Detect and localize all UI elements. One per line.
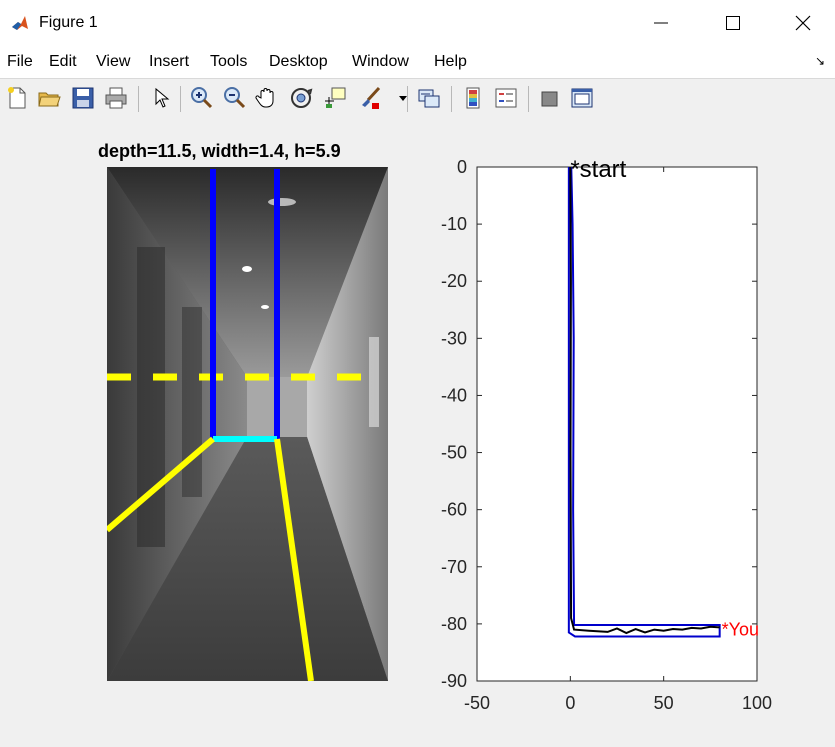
menu-file[interactable]: File (7, 53, 33, 70)
toolbar-separator (138, 86, 139, 112)
brush-icon (362, 86, 381, 109)
menu-desktop[interactable]: Desktop (269, 53, 328, 70)
hide-plot-tools-button[interactable] (537, 85, 563, 111)
insert-legend-button[interactable] (493, 85, 519, 111)
zoom-in-button[interactable] (188, 85, 214, 111)
toolbar-separator (451, 86, 452, 112)
brush-menu-arrow[interactable] (390, 85, 407, 111)
maximize-icon (726, 16, 740, 30)
corridor-ceiling (107, 167, 388, 377)
print-icon (105, 87, 127, 109)
link-plot-icon (418, 89, 440, 108)
menu-insert[interactable]: Insert (149, 53, 190, 70)
new-figure-button[interactable] (4, 85, 30, 111)
select-pointer-button[interactable] (148, 85, 174, 111)
select-pointer-icon (155, 87, 170, 108)
insert-colorbar-icon (466, 87, 480, 109)
maximize-button[interactable] (710, 8, 756, 38)
pan-button[interactable] (254, 85, 280, 111)
rotate-3d-icon (291, 88, 313, 108)
menu-window[interactable]: Window (352, 53, 409, 70)
open-file-icon (38, 92, 61, 107)
data-cursor-button[interactable] (322, 85, 348, 111)
menu-tools[interactable]: Tools (210, 53, 248, 70)
undock-arrow-icon[interactable]: ↘ (814, 54, 825, 68)
ceiling-light (261, 305, 269, 309)
show-plot-tools-icon (571, 88, 593, 108)
door-left (182, 307, 202, 497)
open-file-button[interactable] (36, 85, 62, 111)
show-plot-tools-button[interactable] (569, 85, 595, 111)
brush-button[interactable] (357, 85, 383, 111)
data-cursor-icon (325, 87, 346, 108)
toolbar-separator (528, 86, 529, 112)
minimize-button[interactable] (638, 8, 684, 38)
corridor-right-wall (307, 167, 388, 681)
toolbar-separator (407, 86, 408, 112)
wall-sign (369, 337, 379, 427)
corridor-floor (107, 437, 388, 681)
toolbar-separator (180, 86, 181, 112)
minimize-icon (654, 22, 668, 24)
save-button[interactable] (70, 85, 96, 111)
figure-toolbar (0, 78, 835, 120)
insert-legend-icon (495, 88, 517, 108)
window-titlebar: Figure 1 (0, 0, 835, 46)
rotate-3d-button[interactable] (288, 85, 314, 111)
save-icon (72, 87, 94, 109)
matlab-logo-icon (10, 13, 30, 33)
ceiling-light (268, 198, 296, 206)
menu-view[interactable]: View (96, 53, 131, 70)
pan-hand-icon (255, 88, 274, 108)
insert-colorbar-button[interactable] (460, 85, 486, 111)
right-floor-edge (274, 438, 314, 681)
ceiling-light (242, 266, 252, 272)
zoom-out-icon (224, 87, 246, 109)
menu-edit[interactable]: Edit (49, 53, 77, 70)
hide-plot-tools-icon (541, 91, 558, 107)
menu-bar: File Edit View Insert Tools Desktop Wind… (0, 46, 835, 78)
image-axes-title: depth=11.5, width=1.4, h=5.9 (98, 141, 341, 161)
menu-help[interactable]: Help (434, 53, 467, 70)
window-title: Figure 1 (39, 14, 98, 31)
left-floor-edge (107, 436, 215, 533)
new-figure-icon (8, 87, 26, 109)
zoom-out-button[interactable] (221, 85, 247, 111)
close-button[interactable] (780, 8, 826, 38)
zoom-in-icon (191, 87, 213, 109)
print-button[interactable] (103, 85, 129, 111)
link-plot-button[interactable] (416, 85, 442, 111)
chevron-down-icon (399, 96, 407, 101)
close-icon (795, 15, 811, 31)
corridor-image (107, 167, 388, 681)
